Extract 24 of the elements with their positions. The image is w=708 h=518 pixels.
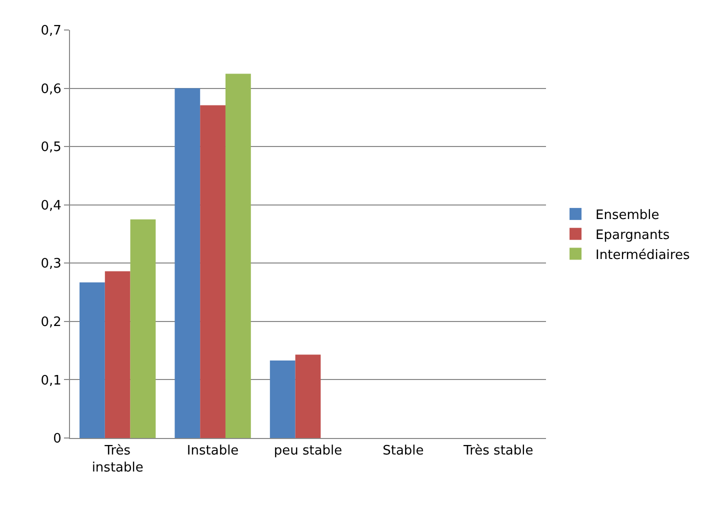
legend-label: Intermédiaires xyxy=(596,248,690,263)
bar xyxy=(200,105,226,438)
bar xyxy=(104,271,130,438)
x-tick-label: peu stable xyxy=(274,444,342,459)
y-tick-label: 0,7 xyxy=(40,24,62,39)
bar xyxy=(270,360,296,438)
x-tick-label: Très stable xyxy=(462,444,534,459)
x-tick-label: Très instable xyxy=(92,444,144,476)
y-tick-label: 0,4 xyxy=(40,198,62,214)
bar xyxy=(130,219,156,438)
bar xyxy=(225,74,251,438)
y-tick-label: 0,5 xyxy=(40,140,62,156)
legend-label: Ensemble xyxy=(596,208,660,224)
y-tick-label: 0 xyxy=(53,432,62,447)
bar xyxy=(295,354,321,438)
y-tick-label: 0,1 xyxy=(40,373,62,388)
y-tick-label: 0,2 xyxy=(40,314,62,330)
x-tick-label: Instable xyxy=(186,444,239,459)
y-tick-label: 0,3 xyxy=(40,256,62,272)
bar xyxy=(80,282,105,438)
y-tick-label: 0,6 xyxy=(40,82,62,97)
x-tick-label: Stable xyxy=(382,444,424,459)
legend-label: Epargnants xyxy=(596,228,670,243)
bar xyxy=(174,88,200,438)
